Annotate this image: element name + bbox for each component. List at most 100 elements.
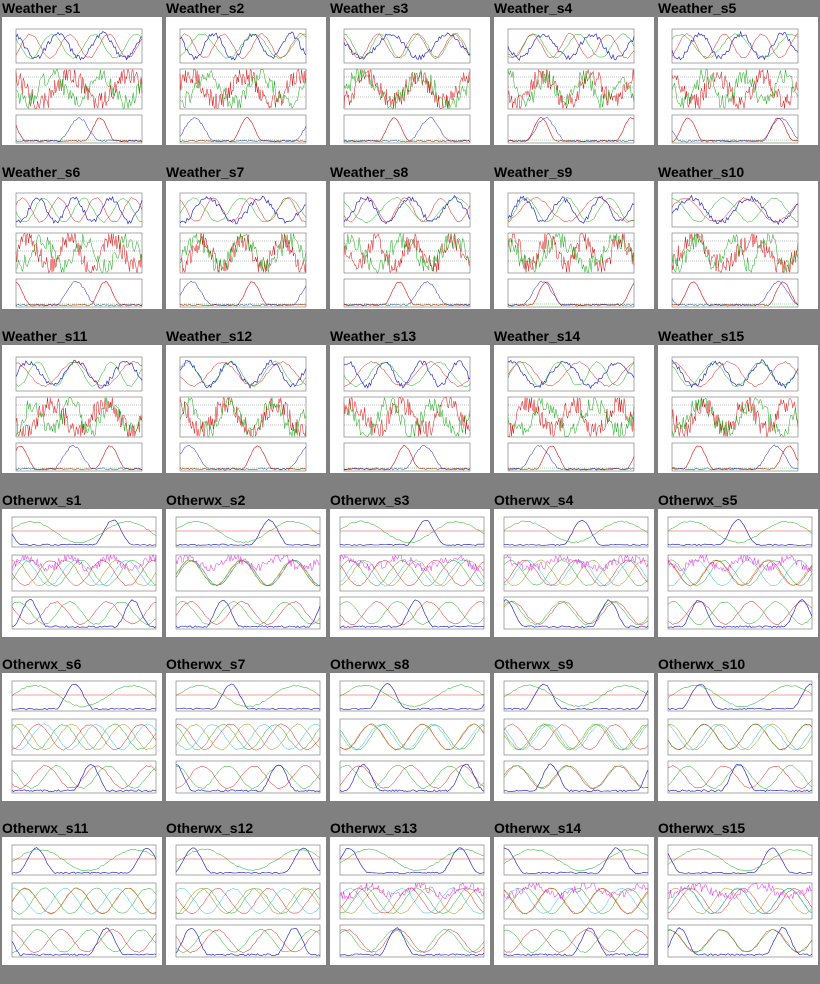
plot-title: Weather_s11 xyxy=(2,328,88,344)
plot-cell: Weather_s6 xyxy=(0,164,164,328)
plot-image xyxy=(507,192,635,308)
plot-title: Otherwx_s3 xyxy=(330,492,410,508)
plot-cell: Otherwx_s4 xyxy=(492,492,656,656)
otherwx-plot-thumbnail[interactable] xyxy=(330,509,490,637)
plot-image xyxy=(667,680,813,794)
plot-image xyxy=(179,28,307,144)
plot-title: Otherwx_s14 xyxy=(494,820,582,836)
plot-title: Weather_s3 xyxy=(330,0,409,16)
weather-plot-thumbnail[interactable] xyxy=(2,17,162,145)
plot-cell: Otherwx_s11 xyxy=(0,820,164,984)
weather-plot-thumbnail[interactable] xyxy=(2,345,162,473)
plot-title: Weather_s15 xyxy=(658,328,745,344)
plot-title: Otherwx_s9 xyxy=(494,656,574,672)
plot-title: Otherwx_s11 xyxy=(2,820,89,836)
otherwx-plot-thumbnail[interactable] xyxy=(166,837,326,965)
otherwx-plot-thumbnail[interactable] xyxy=(330,673,490,801)
plot-image xyxy=(11,516,157,630)
plot-image xyxy=(671,28,799,144)
plot-image xyxy=(15,28,143,144)
plot-title: Weather_s8 xyxy=(330,164,409,180)
plot-image xyxy=(343,28,471,144)
plot-title: Otherwx_s8 xyxy=(330,656,410,672)
plot-cell: Otherwx_s6 xyxy=(0,656,164,820)
plot-cell: Otherwx_s10 xyxy=(656,656,820,820)
plot-title: Otherwx_s5 xyxy=(658,492,738,508)
plot-cell: Otherwx_s7 xyxy=(164,656,328,820)
plot-title: Weather_s14 xyxy=(494,328,581,344)
weather-plot-thumbnail[interactable] xyxy=(330,345,490,473)
plot-image xyxy=(667,844,813,958)
plot-image xyxy=(671,192,799,308)
plot-cell: Weather_s13 xyxy=(328,328,492,492)
plot-image xyxy=(343,192,471,308)
otherwx-plot-thumbnail[interactable] xyxy=(2,837,162,965)
plot-image xyxy=(339,680,485,794)
plot-cell: Weather_s2 xyxy=(164,0,328,164)
plot-cell: Weather_s12 xyxy=(164,328,328,492)
plot-image xyxy=(507,28,635,144)
otherwx-plot-thumbnail[interactable] xyxy=(658,673,818,801)
plot-cell: Otherwx_s13 xyxy=(328,820,492,984)
plot-title: Weather_s1 xyxy=(2,0,81,16)
plot-image xyxy=(175,844,321,958)
weather-plot-thumbnail[interactable] xyxy=(2,181,162,309)
weather-plot-thumbnail[interactable] xyxy=(494,181,654,309)
weather-plot-thumbnail[interactable] xyxy=(330,181,490,309)
weather-plot-thumbnail[interactable] xyxy=(658,17,818,145)
plot-cell: Otherwx_s15 xyxy=(656,820,820,984)
plot-title: Weather_s13 xyxy=(330,328,417,344)
weather-plot-thumbnail[interactable] xyxy=(166,17,326,145)
plot-image xyxy=(179,192,307,308)
otherwx-plot-thumbnail[interactable] xyxy=(2,509,162,637)
plot-cell: Weather_s11 xyxy=(0,328,164,492)
plot-image xyxy=(15,356,143,472)
weather-plot-thumbnail[interactable] xyxy=(166,345,326,473)
plot-cell: Weather_s15 xyxy=(656,328,820,492)
plot-title: Weather_s4 xyxy=(494,0,573,16)
weather-plot-thumbnail[interactable] xyxy=(658,181,818,309)
otherwx-plot-thumbnail[interactable] xyxy=(166,673,326,801)
plot-image xyxy=(175,680,321,794)
plot-title: Otherwx_s7 xyxy=(166,656,246,672)
plot-title: Weather_s7 xyxy=(166,164,245,180)
plot-image xyxy=(175,516,321,630)
plot-cell: Weather_s14 xyxy=(492,328,656,492)
weather-plot-thumbnail[interactable] xyxy=(494,345,654,473)
plot-cell: Weather_s9 xyxy=(492,164,656,328)
plot-title: Otherwx_s13 xyxy=(330,820,418,836)
plot-image xyxy=(507,356,635,472)
plot-cell: Otherwx_s5 xyxy=(656,492,820,656)
plot-cell: Weather_s8 xyxy=(328,164,492,328)
otherwx-plot-thumbnail[interactable] xyxy=(494,673,654,801)
weather-plot-thumbnail[interactable] xyxy=(658,345,818,473)
otherwx-plot-thumbnail[interactable] xyxy=(2,673,162,801)
plot-title: Weather_s9 xyxy=(494,164,573,180)
otherwx-plot-thumbnail[interactable] xyxy=(330,837,490,965)
plot-image xyxy=(503,680,649,794)
otherwx-plot-thumbnail[interactable] xyxy=(494,837,654,965)
plot-image xyxy=(667,516,813,630)
otherwx-plot-thumbnail[interactable] xyxy=(166,509,326,637)
weather-plot-thumbnail[interactable] xyxy=(166,181,326,309)
plot-title: Otherwx_s1 xyxy=(2,492,82,508)
plot-title: Otherwx_s15 xyxy=(658,820,746,836)
plot-cell: Weather_s3 xyxy=(328,0,492,164)
weather-plot-thumbnail[interactable] xyxy=(330,17,490,145)
weather-plot-thumbnail[interactable] xyxy=(494,17,654,145)
plot-cell: Otherwx_s12 xyxy=(164,820,328,984)
plot-image xyxy=(503,516,649,630)
plot-image xyxy=(179,356,307,472)
plot-title: Weather_s2 xyxy=(166,0,245,16)
otherwx-plot-thumbnail[interactable] xyxy=(658,509,818,637)
plot-cell: Weather_s4 xyxy=(492,0,656,164)
plot-image xyxy=(343,356,471,472)
plot-image xyxy=(671,356,799,472)
plot-title: Otherwx_s6 xyxy=(2,656,82,672)
otherwx-plot-thumbnail[interactable] xyxy=(658,837,818,965)
otherwx-plot-thumbnail[interactable] xyxy=(494,509,654,637)
plot-cell: Otherwx_s9 xyxy=(492,656,656,820)
plot-image xyxy=(15,192,143,308)
plot-title: Otherwx_s12 xyxy=(166,820,254,836)
